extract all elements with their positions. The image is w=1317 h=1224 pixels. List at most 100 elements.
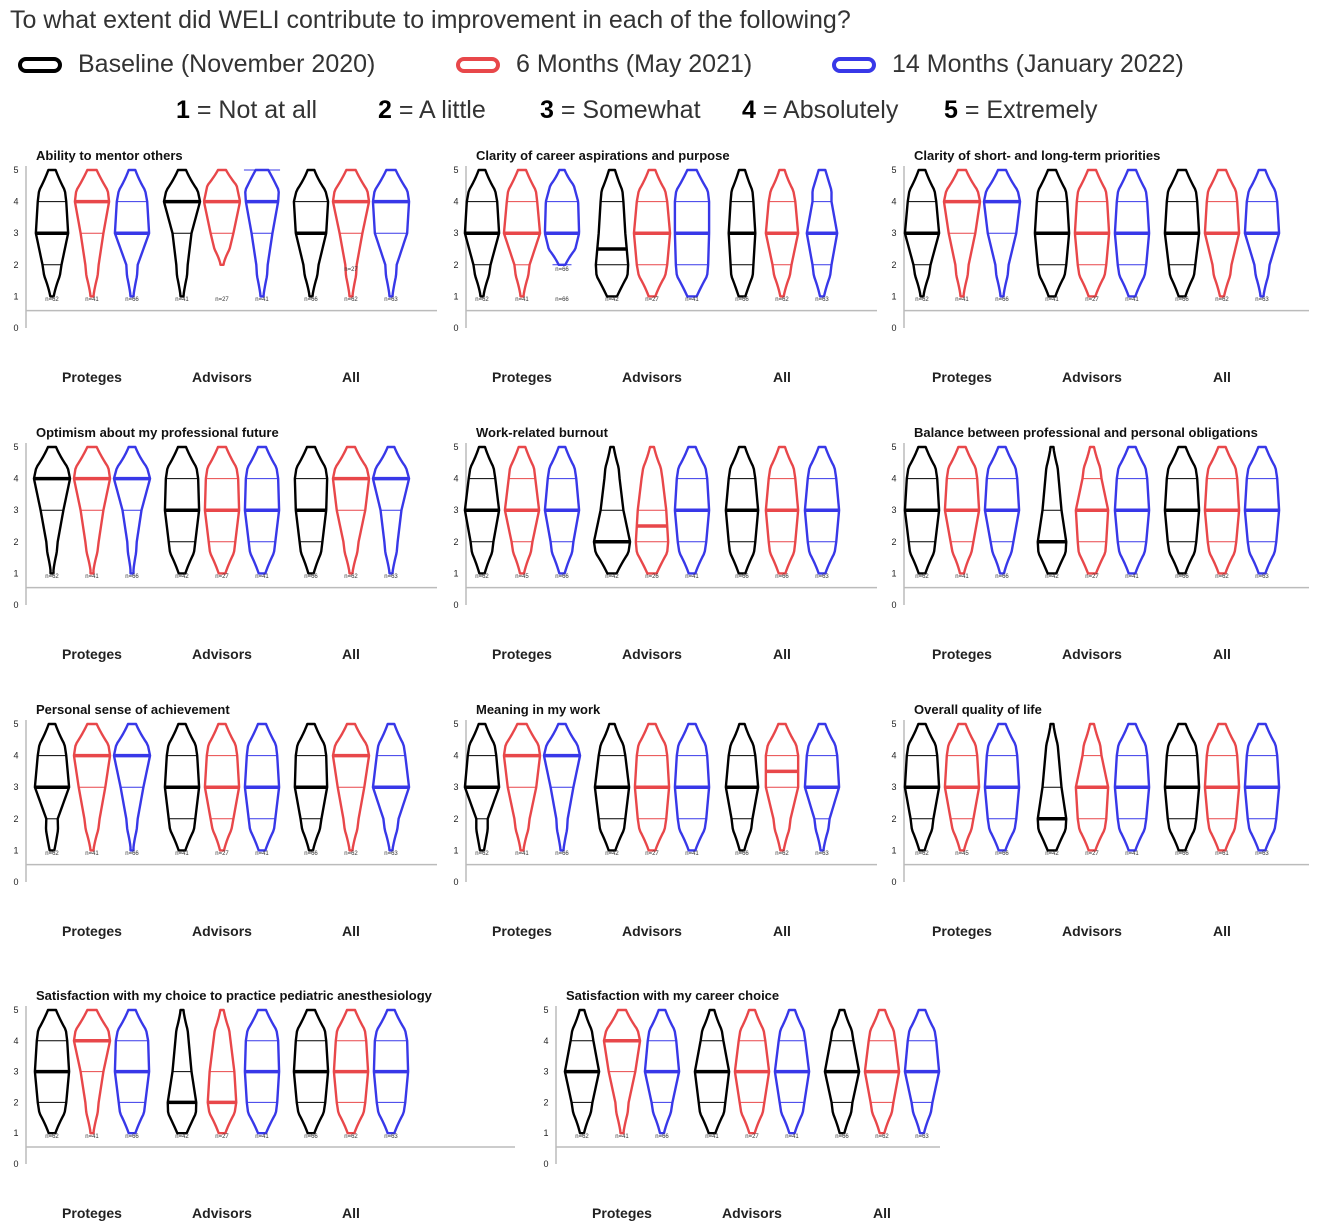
- violin: n=62: [563, 1008, 601, 1140]
- y-tick-label: 2: [891, 814, 896, 824]
- y-tick-label: 1: [13, 291, 18, 301]
- y-tick-label: 1: [13, 568, 18, 578]
- violin: n=66: [112, 445, 152, 580]
- sample-size-label: n=41: [85, 574, 99, 580]
- violin-outline: [983, 722, 1021, 852]
- violin-outline: [724, 722, 760, 852]
- y-tick-label: 5: [891, 442, 896, 452]
- violin: n=42: [163, 445, 201, 580]
- violin: n=41: [673, 445, 711, 580]
- violin-outline: [563, 1008, 601, 1135]
- violin: n=66: [983, 722, 1021, 857]
- violin: n=41: [602, 1008, 642, 1140]
- violin: n=63: [1243, 722, 1281, 857]
- y-tick-label: 2: [453, 537, 458, 547]
- violin-outline: [673, 722, 711, 852]
- violin-outline: [594, 168, 630, 298]
- sample-size-label: n=66: [995, 574, 1009, 580]
- violin: n=66: [293, 722, 329, 857]
- violin: n=63: [371, 722, 411, 857]
- violin-outline: [1243, 722, 1281, 852]
- violin-outline: [943, 445, 981, 575]
- violin-outline: [371, 168, 411, 298]
- sample-size-label: n=62: [344, 851, 358, 857]
- violin: n=41: [72, 722, 112, 857]
- violin: n=27: [202, 168, 242, 303]
- violin-outline: [1203, 445, 1241, 575]
- violin-outline: [764, 722, 800, 852]
- violin: n=66: [764, 445, 800, 580]
- y-tick-label: 3: [13, 228, 18, 238]
- violin-outline: [673, 445, 711, 575]
- violin-outline: [243, 445, 281, 575]
- group-label: All: [1213, 646, 1231, 662]
- rating-scale: 1 = Not at all 2 = A little 3 = Somewhat…: [0, 96, 1317, 132]
- sample-size-label: n=62: [475, 574, 489, 580]
- sample-size-label: n=62: [875, 1134, 889, 1140]
- group-label: Proteges: [932, 923, 992, 939]
- violin-outline: [1074, 445, 1110, 575]
- sample-size-label: n=62: [915, 297, 929, 303]
- violin-outline: [463, 722, 501, 852]
- sample-size-label: n=41: [515, 851, 529, 857]
- y-tick-label: 1: [891, 568, 896, 578]
- y-tick-label: 4: [891, 197, 896, 207]
- sample-size-label: n=63: [815, 297, 829, 303]
- scale-item-5: 5 = Extremely: [944, 96, 1098, 124]
- violin: n=27: [1074, 722, 1110, 857]
- violin-outline: [1243, 445, 1281, 575]
- violin-outline: [292, 1008, 330, 1135]
- violin: n=62: [764, 168, 800, 303]
- legend-swatch-14-months: [832, 56, 876, 73]
- y-tick-label: 5: [453, 719, 458, 729]
- violin: n=27: [733, 1008, 771, 1140]
- y-tick-label: 1: [543, 1128, 548, 1138]
- sample-size-label: n=26: [645, 574, 659, 580]
- violin: n=61: [1203, 722, 1241, 857]
- sample-size-label: n=41: [705, 1134, 719, 1140]
- sample-size-label: n=42: [605, 851, 619, 857]
- violin-outline: [634, 445, 670, 575]
- y-tick-label: 3: [13, 1067, 18, 1077]
- violin-panel: Ability to mentor others 0 1 2 3 4 5 Proteges Ad…: [13, 148, 437, 385]
- sample-size-label: n=66: [1175, 851, 1189, 857]
- group-label: Proteges: [62, 369, 122, 385]
- sample-size-label: n=66: [995, 297, 1009, 303]
- violin: n=41: [673, 168, 711, 303]
- violin: n=62: [863, 1008, 901, 1140]
- violin: n=41: [243, 445, 281, 580]
- violin-outline: [1243, 168, 1281, 298]
- sample-size-label: n=45: [515, 574, 529, 580]
- violin-outline: [1113, 168, 1151, 298]
- sample-size-label: n=41: [255, 297, 269, 303]
- violin-outline: [903, 168, 941, 298]
- sample-size-label: n=66: [125, 851, 139, 857]
- violin: n=41: [1113, 722, 1151, 857]
- violin-outline: [243, 1008, 281, 1135]
- violin-outline: [292, 168, 330, 298]
- group-label: All: [873, 1205, 891, 1221]
- group-label: Advisors: [622, 369, 682, 385]
- violin-outline: [203, 722, 241, 852]
- violin: n=62: [903, 722, 941, 857]
- y-tick-label: 0: [891, 323, 896, 333]
- violin: n=41: [73, 168, 111, 303]
- panel-title: Overall quality of life: [914, 702, 1042, 717]
- violin: n=66: [543, 168, 581, 303]
- violin: n=41: [162, 168, 202, 303]
- sample-size-label: n=27: [344, 267, 358, 273]
- sample-size-label: n=41: [785, 1134, 799, 1140]
- sample-size-label: n=42: [605, 297, 619, 303]
- group-label: All: [342, 369, 360, 385]
- sample-size-label: n=41: [255, 851, 269, 857]
- sample-size-label: n=62: [344, 1134, 358, 1140]
- violin-outline: [943, 722, 981, 852]
- violin: n=41: [163, 722, 201, 857]
- sample-size-label: n=66: [735, 297, 749, 303]
- y-tick-label: 2: [453, 260, 458, 270]
- legend-swatch-baseline: [18, 56, 62, 73]
- group-label: All: [773, 923, 791, 939]
- group-label: Advisors: [192, 646, 252, 662]
- sample-size-label: n=41: [955, 574, 969, 580]
- violin: n=41: [1113, 445, 1151, 580]
